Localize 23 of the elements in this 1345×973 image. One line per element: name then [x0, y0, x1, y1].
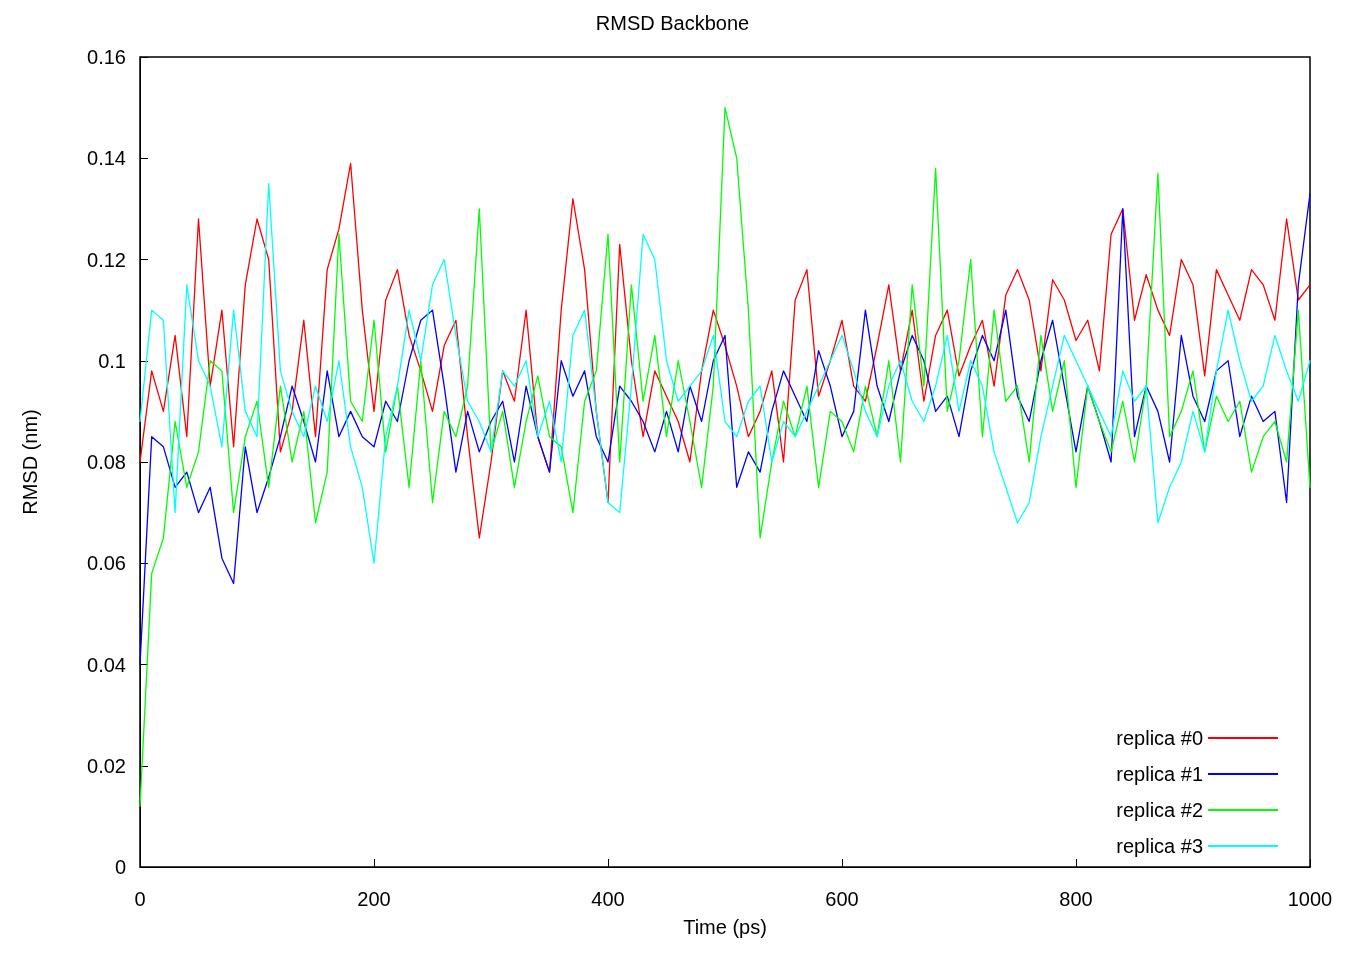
- y-axis-title: RMSD (nm): [19, 409, 41, 515]
- legend-label: replica #1: [1116, 763, 1203, 785]
- x-axis-title: Time (ps): [683, 916, 767, 938]
- chart-title: RMSD Backbone: [595, 12, 750, 34]
- x-tick-label: 600: [825, 888, 859, 910]
- y-tick-label: 0.14: [87, 147, 126, 170]
- y-tick-label: 0.12: [87, 248, 126, 271]
- legend-label: replica #0: [1116, 727, 1203, 749]
- x-tick-label: 400: [591, 888, 625, 910]
- x-tick-label: 200: [357, 888, 391, 910]
- legend-label: replica #3: [1116, 835, 1203, 857]
- x-tick-label: 800: [1059, 888, 1093, 910]
- y-tick-label: 0.06: [87, 552, 126, 575]
- y-tick-label: 0.16: [87, 46, 126, 68]
- y-tick-label: 0.1: [98, 349, 126, 372]
- x-tick-label: 1000: [1287, 888, 1333, 910]
- y-tick-label: 0.02: [87, 754, 126, 777]
- x-tick-label: 0: [134, 888, 146, 910]
- y-tick-label: 0.08: [87, 451, 126, 473]
- legend-label: replica #2: [1116, 799, 1203, 821]
- y-tick-label: 0.04: [87, 653, 126, 676]
- line-series: [139, 193, 1311, 666]
- y-tick-label: 0: [114, 856, 126, 878]
